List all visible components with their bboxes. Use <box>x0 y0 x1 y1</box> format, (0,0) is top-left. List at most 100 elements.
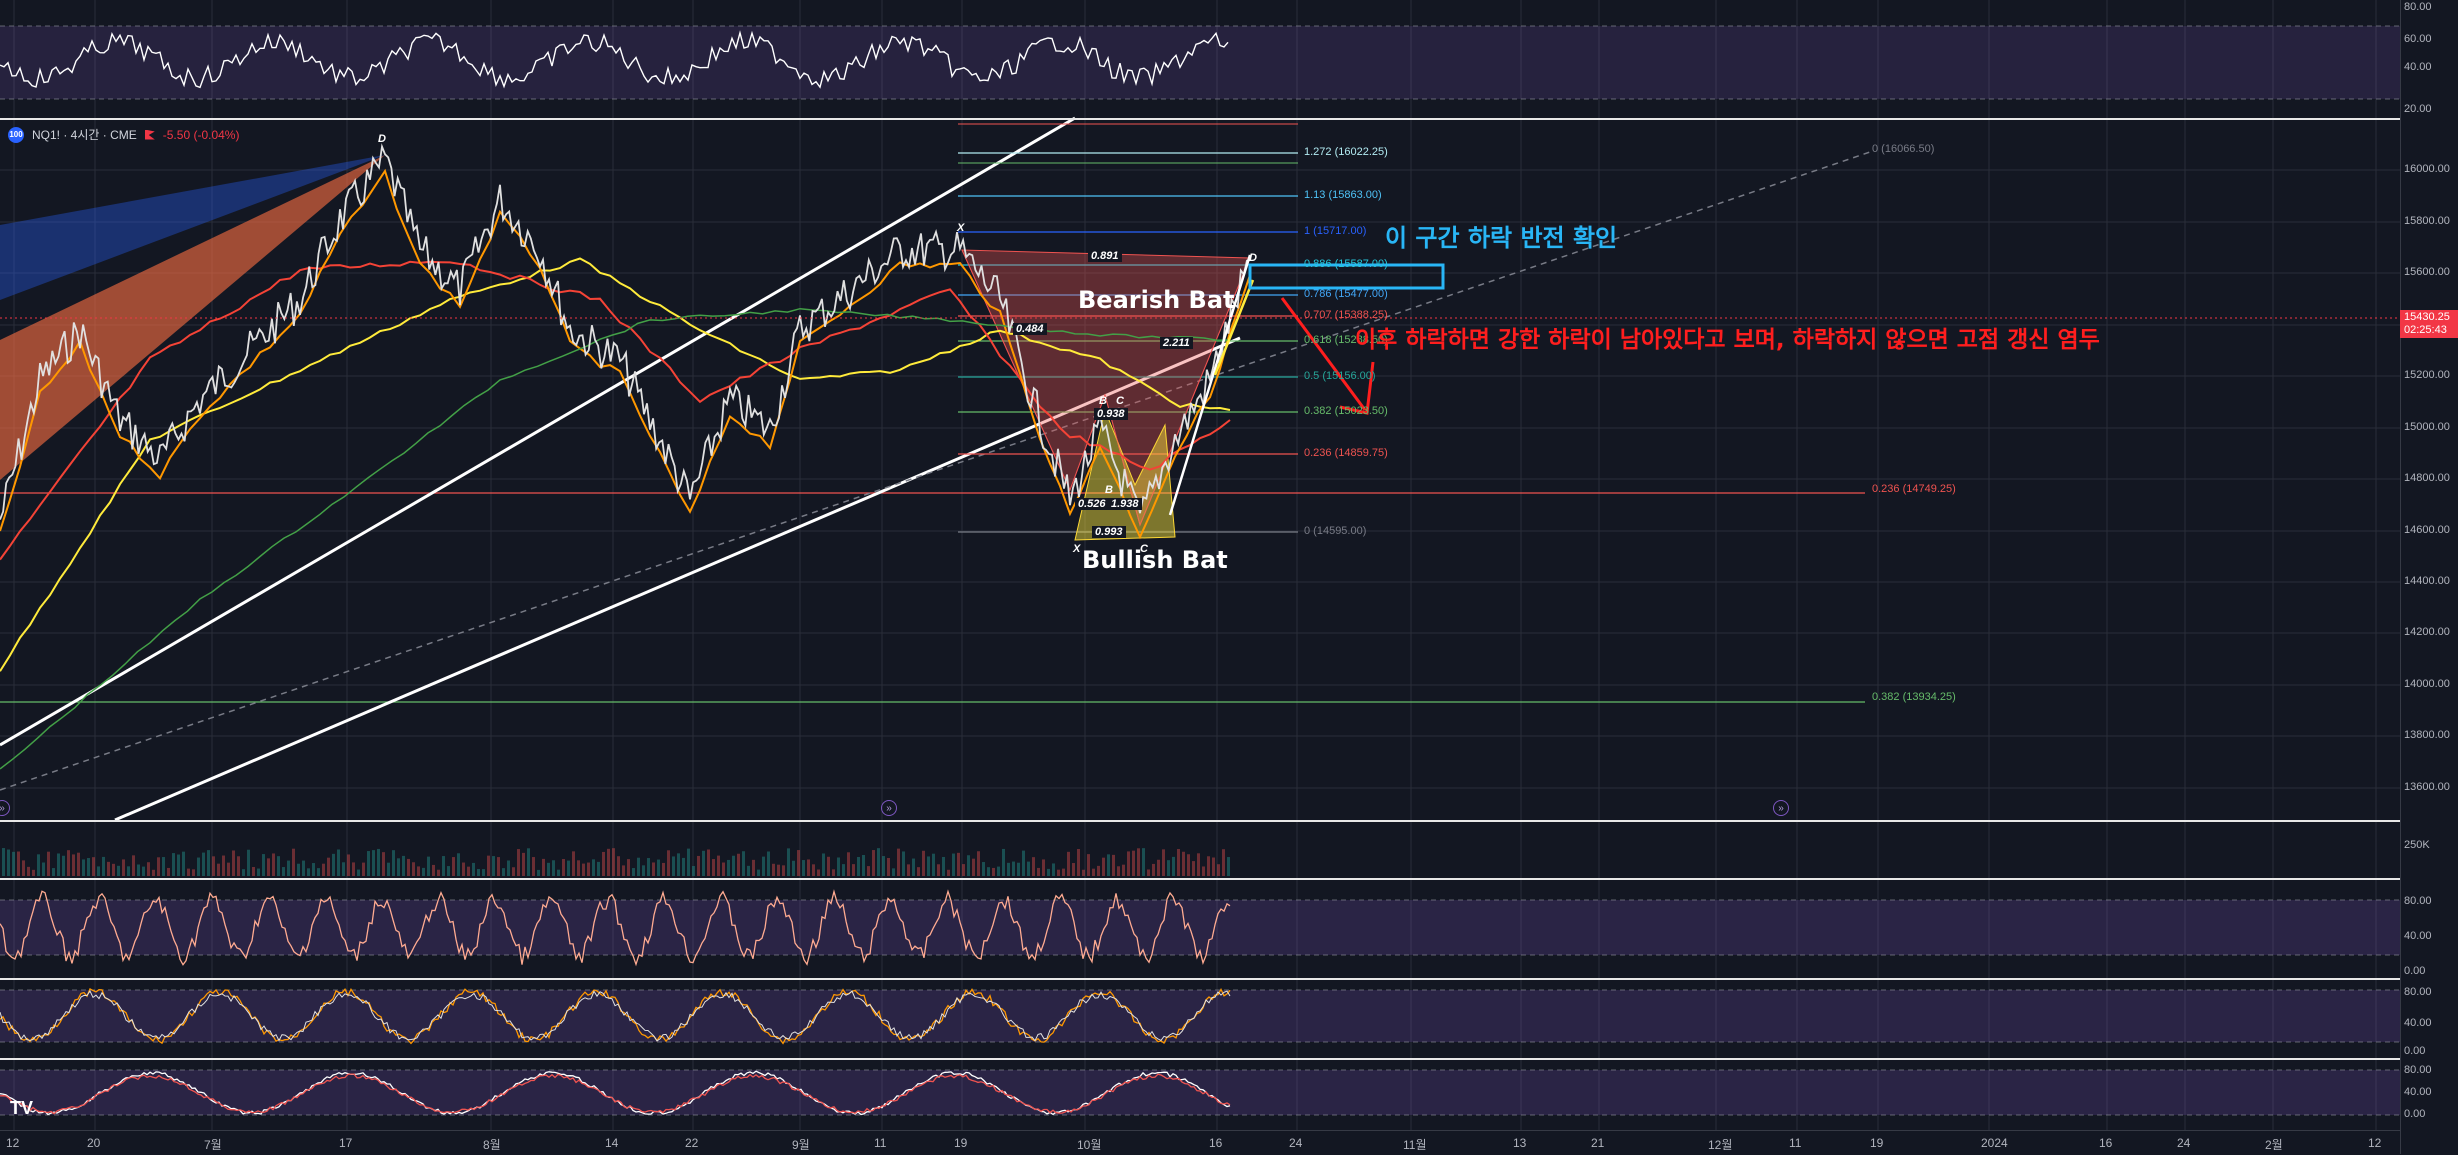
volume-bar <box>1207 856 1210 876</box>
volume-bar <box>82 859 85 876</box>
volume-bar <box>77 852 80 876</box>
volume-bar <box>552 860 555 876</box>
volume-bar <box>417 866 420 876</box>
fib-short-label: 0 (14595.00) <box>1304 525 1367 537</box>
fib-short-label: 1 (15717.00) <box>1304 225 1367 237</box>
pane-separator-2[interactable] <box>0 820 2458 822</box>
volume-bar <box>1022 850 1025 876</box>
volume-bar <box>717 855 720 876</box>
symbol-legend[interactable]: 100 NQ1! · 4시간 · CME -5.50 (-0.04%) <box>8 126 239 143</box>
volume-bar <box>507 860 510 876</box>
fib-long-label: 0.236 (14749.25) <box>1872 483 1956 495</box>
volume-bar <box>222 855 225 876</box>
rsi-band <box>0 26 2400 99</box>
volume-bar <box>727 859 730 876</box>
pane-separator-4[interactable] <box>0 978 2458 980</box>
ratio-0526: 0.526 <box>1075 498 1109 510</box>
volume-bar <box>1152 863 1155 876</box>
volume-bar <box>207 850 210 876</box>
volume-bar <box>582 863 585 876</box>
volume-bar <box>927 856 930 876</box>
osc3-line-red <box>0 1073 1231 1115</box>
time-tick: 2월 <box>2265 1138 2283 1152</box>
volume-bar <box>1157 859 1160 876</box>
volume-bar <box>1202 866 1205 876</box>
main-axis-tick: 15200.00 <box>2404 369 2450 381</box>
fib-short-label: 0.236 (14859.75) <box>1304 447 1388 459</box>
time-axis[interactable] <box>0 1130 2400 1155</box>
pane-separator-5[interactable] <box>0 1058 2458 1060</box>
volume-bar <box>122 859 125 876</box>
volume-bar <box>342 862 345 876</box>
volume-bar <box>132 855 135 876</box>
chart-canvas[interactable] <box>0 0 2400 1130</box>
volume-bar <box>1182 851 1185 876</box>
volume-bar <box>7 849 10 876</box>
symbol-title[interactable]: NQ1! · 4시간 · CME <box>32 128 137 142</box>
volume-bar <box>27 866 30 876</box>
volume-bar <box>107 861 110 876</box>
flag-icon[interactable] <box>144 129 155 140</box>
volume-bar <box>767 851 770 876</box>
volume-bar <box>12 851 15 876</box>
time-tick: 14 <box>605 1136 619 1150</box>
volume-bar <box>1222 849 1225 876</box>
time-tick: 16 <box>2099 1136 2113 1150</box>
volume-bar <box>167 867 170 876</box>
volume-bar <box>227 862 230 876</box>
volume-bar <box>387 862 390 876</box>
ratio-0938: 0.938 <box>1094 408 1128 420</box>
point-x-lower: X <box>1073 543 1081 555</box>
price-axis[interactable] <box>2400 0 2458 1154</box>
volume-bar <box>667 850 670 876</box>
volume-bar <box>102 856 105 876</box>
volume-bar <box>47 851 50 876</box>
volume-bar <box>1062 868 1065 876</box>
volume-bar <box>912 858 915 876</box>
volume-bar <box>202 852 205 876</box>
volume-bar <box>947 869 950 876</box>
volume-bar <box>1117 866 1120 876</box>
osc2-axis-tick: 0.00 <box>2404 1045 2426 1057</box>
volume-bar <box>447 866 450 876</box>
pane-separator-3[interactable] <box>0 878 2458 880</box>
gann-fan-orange <box>0 155 385 480</box>
volume-bar <box>392 850 395 876</box>
volume-bar <box>967 855 970 876</box>
double-arrow-icon[interactable]: » <box>1773 800 1789 816</box>
volume-bar <box>92 857 95 876</box>
volume-bar <box>232 850 235 876</box>
volume-bar <box>1072 863 1075 876</box>
osc2-band <box>0 990 2400 1042</box>
fib-short-label: 0.5 (15156.00) <box>1304 370 1376 382</box>
rsi-line <box>0 30 1229 89</box>
volume-bar <box>1177 849 1180 876</box>
volume-bar <box>512 867 515 876</box>
last-price-value: 15430.25 <box>2404 311 2450 323</box>
volume-bar <box>127 866 130 876</box>
volume-bar <box>402 855 405 876</box>
volume-bar <box>942 856 945 876</box>
volume-bar <box>352 862 355 876</box>
scenario-annotation: 이후 하락하면 강한 하락이 남아있다고 보며, 하락하지 않으면 고점 갱신 … <box>1355 327 2100 353</box>
osc1-band <box>0 900 2400 955</box>
volume-bar <box>777 864 780 876</box>
volume-bar <box>772 863 775 876</box>
price-line <box>0 143 1251 520</box>
volume-bar <box>1187 854 1190 876</box>
volume-bar <box>747 865 750 876</box>
tradingview-logo[interactable]: TV <box>10 1098 34 1118</box>
pane-separator-1[interactable] <box>0 118 2458 120</box>
ratio-1938: 1.938 <box>1108 498 1142 510</box>
main-axis-tick: 15800.00 <box>2404 215 2450 227</box>
volume-bar <box>462 862 465 876</box>
time-tick: 11 <box>874 1136 887 1150</box>
double-arrow-icon[interactable]: » <box>881 800 897 816</box>
osc2-line-white <box>0 989 1231 1042</box>
volume-bar <box>827 856 830 876</box>
volume-bar <box>572 851 575 876</box>
volume-bar <box>577 860 580 876</box>
point-x-top: X <box>957 222 965 234</box>
volume-bar <box>497 857 500 876</box>
time-tick: 17 <box>339 1136 353 1150</box>
